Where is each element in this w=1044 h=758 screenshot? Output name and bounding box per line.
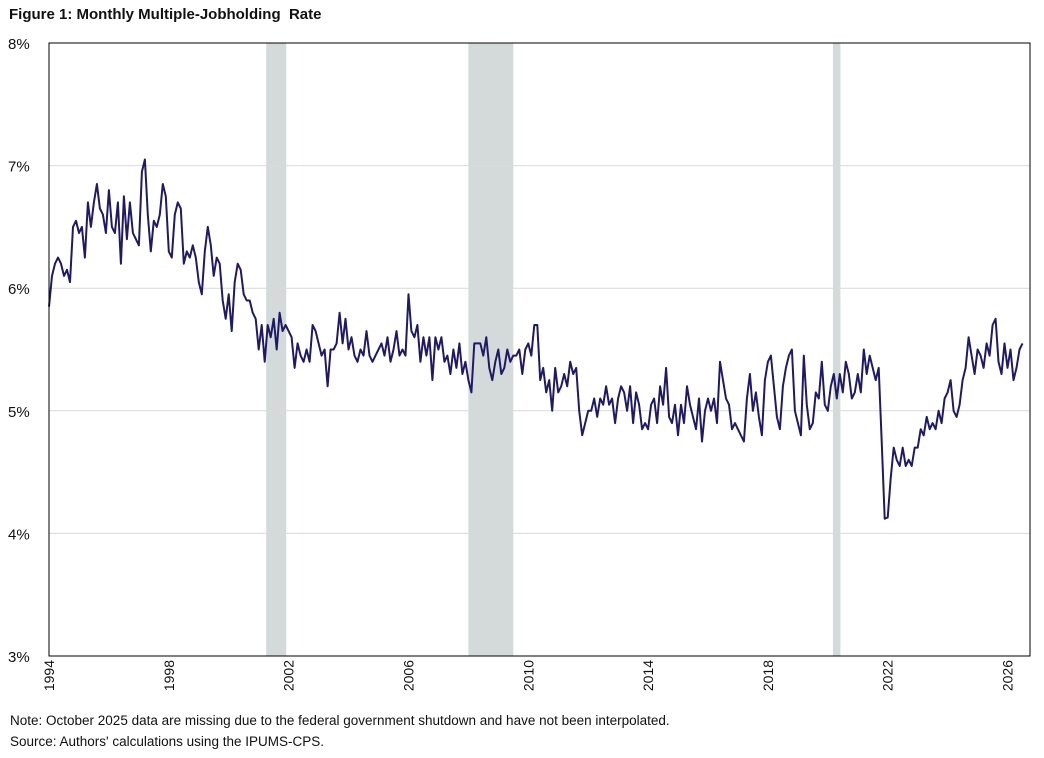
x-tick-label: 2026 [1000,660,1016,691]
x-tick-label: 2022 [880,660,896,691]
x-tick-label: 2006 [400,660,416,691]
x-tick-label: 2014 [640,660,656,691]
chart-title: Figure 1: Monthly Multiple-Jobholding Ra… [9,6,322,23]
chart-note: Note: October 2025 data are missing due … [10,713,670,728]
y-tick-label: 3% [8,649,30,666]
x-tick-labels: 1994 1998 2002 2006 2010 2014 2018 2022 2026 [41,660,1016,691]
recession-band-2 [832,43,841,656]
x-tick-label: 2010 [520,660,536,691]
recession-band-1 [468,43,514,656]
chart-source: Source: Authors' calculations using the … [10,734,324,749]
x-tick-label: 1994 [41,660,57,691]
plot-frame [48,42,1031,657]
x-tick-label: 1998 [161,660,177,691]
y-tick-label: 6% [8,281,30,298]
series-layer [48,158,1024,520]
y-tick-label: 8% [8,36,30,53]
y-tick-labels: 3% 4% 5% 6% 7% 8% [8,36,30,666]
x-tick-label: 2018 [760,660,776,691]
y-tick-label: 4% [8,526,30,543]
gridlines [49,165,1030,534]
y-tick-label: 5% [8,404,30,421]
recession-bands [266,43,841,656]
series-line-0 [48,158,1024,520]
y-tick-label: 7% [8,159,30,176]
x-tick-label: 2002 [281,660,297,691]
